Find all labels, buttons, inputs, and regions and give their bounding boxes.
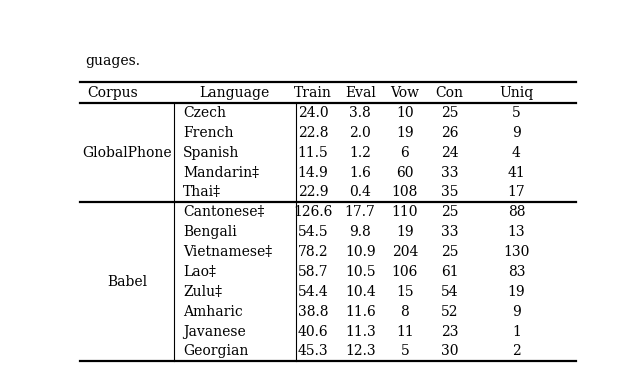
Text: Language: Language xyxy=(199,86,269,100)
Text: 19: 19 xyxy=(396,225,413,239)
Text: 19: 19 xyxy=(396,126,413,140)
Text: 3.8: 3.8 xyxy=(349,106,371,120)
Text: 10.4: 10.4 xyxy=(345,285,376,299)
Text: 83: 83 xyxy=(508,265,525,279)
Text: 25: 25 xyxy=(441,245,458,259)
Text: 54.4: 54.4 xyxy=(298,285,328,299)
Text: 54: 54 xyxy=(441,285,458,299)
Text: 19: 19 xyxy=(508,285,525,299)
Text: 6: 6 xyxy=(401,146,409,160)
Text: 8: 8 xyxy=(401,305,409,319)
Text: 33: 33 xyxy=(441,166,458,180)
Text: guages.: guages. xyxy=(85,54,140,68)
Text: 13: 13 xyxy=(508,225,525,239)
Text: Cantonese‡: Cantonese‡ xyxy=(183,205,264,219)
Text: 22.9: 22.9 xyxy=(298,186,328,199)
Text: 33: 33 xyxy=(441,225,458,239)
Text: Vietnamese‡: Vietnamese‡ xyxy=(183,245,272,259)
Text: 2: 2 xyxy=(512,345,521,358)
Text: 45.3: 45.3 xyxy=(298,345,328,358)
Text: 22.8: 22.8 xyxy=(298,126,328,140)
Text: Vow: Vow xyxy=(390,86,419,100)
Text: Amharic: Amharic xyxy=(183,305,243,319)
Text: 2.0: 2.0 xyxy=(349,126,371,140)
Text: 5: 5 xyxy=(512,106,521,120)
Text: Zulu‡: Zulu‡ xyxy=(183,285,222,299)
Text: 35: 35 xyxy=(441,186,458,199)
Text: 0.4: 0.4 xyxy=(349,186,371,199)
Text: Uniq: Uniq xyxy=(499,86,534,100)
Text: 25: 25 xyxy=(441,106,458,120)
Text: 17.7: 17.7 xyxy=(345,205,376,219)
Text: 11.3: 11.3 xyxy=(345,325,376,338)
Text: Con: Con xyxy=(435,86,463,100)
Text: 17: 17 xyxy=(508,186,525,199)
Text: 78.2: 78.2 xyxy=(298,245,328,259)
Text: 10: 10 xyxy=(396,106,413,120)
Text: 108: 108 xyxy=(392,186,418,199)
Text: 15: 15 xyxy=(396,285,413,299)
Text: 58.7: 58.7 xyxy=(298,265,328,279)
Text: Czech: Czech xyxy=(183,106,226,120)
Text: 11.6: 11.6 xyxy=(345,305,376,319)
Text: French: French xyxy=(183,126,234,140)
Text: 25: 25 xyxy=(441,205,458,219)
Text: 106: 106 xyxy=(392,265,418,279)
Text: 30: 30 xyxy=(441,345,458,358)
Text: 23: 23 xyxy=(441,325,458,338)
Text: Georgian: Georgian xyxy=(183,345,248,358)
Text: Spanish: Spanish xyxy=(183,146,239,160)
Text: Babel: Babel xyxy=(107,275,147,289)
Text: 5: 5 xyxy=(401,345,409,358)
Text: 14.9: 14.9 xyxy=(298,166,328,180)
Text: 41: 41 xyxy=(508,166,525,180)
Text: 9: 9 xyxy=(512,126,521,140)
Text: 126.6: 126.6 xyxy=(293,205,333,219)
Text: 10.5: 10.5 xyxy=(345,265,376,279)
Text: Bengali: Bengali xyxy=(183,225,237,239)
Text: 54.5: 54.5 xyxy=(298,225,328,239)
Text: Train: Train xyxy=(294,86,332,100)
Text: 24: 24 xyxy=(441,146,458,160)
Text: Thai‡: Thai‡ xyxy=(183,186,221,199)
Text: GlobalPhone: GlobalPhone xyxy=(83,146,172,160)
Text: 204: 204 xyxy=(392,245,418,259)
Text: Mandarin‡: Mandarin‡ xyxy=(183,166,259,180)
Text: 26: 26 xyxy=(441,126,458,140)
Text: Eval: Eval xyxy=(345,86,376,100)
Text: 61: 61 xyxy=(441,265,458,279)
Text: Lao‡: Lao‡ xyxy=(183,265,216,279)
Text: 12.3: 12.3 xyxy=(345,345,376,358)
Text: 9.8: 9.8 xyxy=(349,225,371,239)
Text: 38.8: 38.8 xyxy=(298,305,328,319)
Text: 88: 88 xyxy=(508,205,525,219)
Text: 4: 4 xyxy=(512,146,521,160)
Text: 1.6: 1.6 xyxy=(349,166,371,180)
Text: 1.2: 1.2 xyxy=(349,146,371,160)
Text: 11: 11 xyxy=(396,325,413,338)
Text: 1: 1 xyxy=(512,325,521,338)
Text: 60: 60 xyxy=(396,166,413,180)
Text: 40.6: 40.6 xyxy=(298,325,328,338)
Text: Javanese: Javanese xyxy=(183,325,246,338)
Text: 9: 9 xyxy=(512,305,521,319)
Text: Corpus: Corpus xyxy=(87,86,138,100)
Text: 10.9: 10.9 xyxy=(345,245,376,259)
Text: 130: 130 xyxy=(503,245,530,259)
Text: 24.0: 24.0 xyxy=(298,106,328,120)
Text: 110: 110 xyxy=(392,205,418,219)
Text: 11.5: 11.5 xyxy=(298,146,328,160)
Text: 52: 52 xyxy=(441,305,458,319)
